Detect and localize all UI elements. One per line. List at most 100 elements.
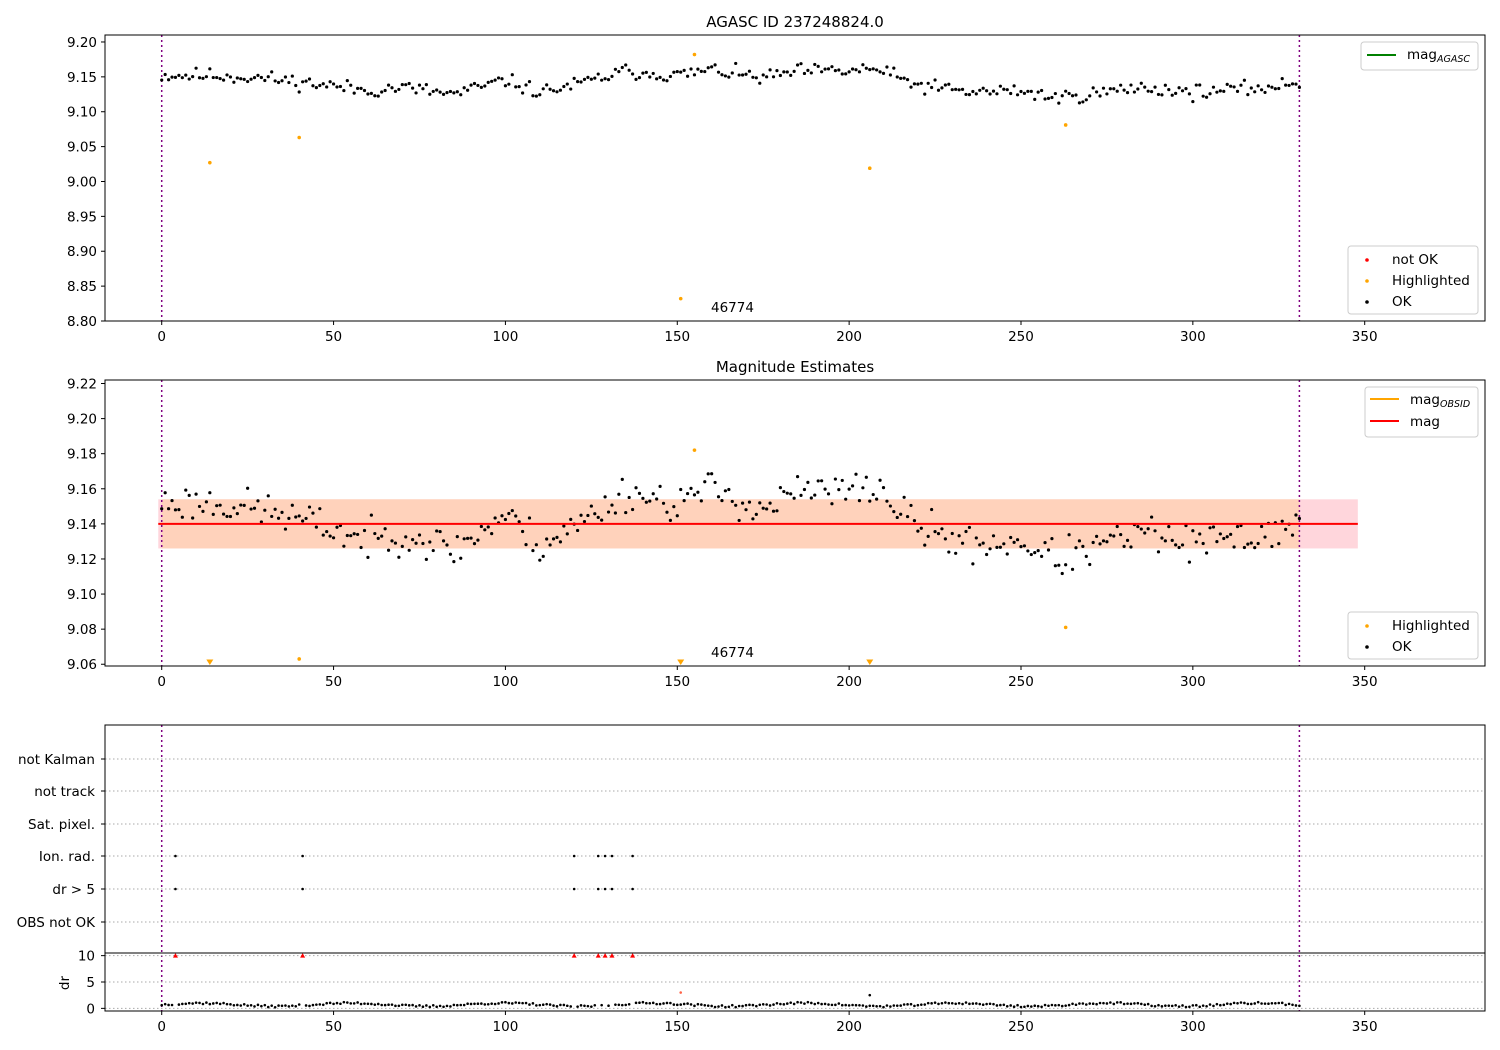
ok-point-1-182	[785, 70, 789, 74]
ok-point-2-33	[273, 507, 277, 511]
ok-point-1-179	[775, 69, 779, 73]
ok-point-2-237	[974, 536, 978, 540]
ok-point-2-34	[276, 516, 281, 520]
ok-point-2-131	[610, 503, 614, 507]
ok-point-1-55	[349, 83, 353, 87]
dr-point-321	[1263, 1002, 1267, 1005]
ok-point-1-158	[703, 69, 707, 74]
ok-point-1-95	[486, 80, 490, 84]
ok-point-2-143	[651, 492, 655, 496]
dr-point-2	[167, 1003, 170, 1007]
ok-point-2-109	[534, 543, 538, 547]
svg-text:magOBSID: magOBSID	[1410, 392, 1470, 410]
dr-point-14	[208, 1002, 212, 1006]
ok-point-1-38	[290, 74, 294, 78]
ok-point-2-115	[555, 535, 559, 539]
ok-point-2-203	[857, 499, 862, 503]
ok-point-1-278	[1115, 89, 1119, 93]
dr-point-220	[916, 1003, 920, 1007]
ok-point-2-83	[445, 543, 449, 547]
ok-point-1-302	[1198, 83, 1202, 87]
dr-point-95	[486, 1002, 490, 1006]
ok-point-1-304	[1204, 95, 1209, 99]
magnitude-panel: 9.06 9.08 9.10 9.12 9.14 9.16 9.18 9.20 9.22 0 50…	[67, 358, 1486, 690]
dr-point-88	[462, 1003, 466, 1007]
ok-point-2-193	[823, 487, 827, 491]
ok-point-1-139	[637, 76, 642, 80]
y-tick-label-2-4: 9.14	[67, 517, 97, 533]
ok-point-2-16	[215, 504, 219, 508]
ok-point-1-326	[1280, 77, 1284, 81]
dr-point-96	[490, 1002, 493, 1005]
dr-clipped-marker-2	[571, 953, 577, 958]
ok-point-2-280	[1122, 544, 1126, 548]
dr-point-316	[1246, 1002, 1250, 1006]
dr-point-280	[1122, 1002, 1126, 1006]
ok-point-2-93	[479, 524, 483, 529]
ok-point-1-222	[923, 92, 927, 96]
dr-clipped-marker-4	[602, 953, 608, 958]
ok-point-1-103	[514, 85, 518, 89]
flag-point-1-0	[174, 887, 177, 891]
dr-point-241	[988, 1002, 992, 1006]
ok-point-2-103	[514, 514, 518, 518]
ok-point-1-35	[280, 79, 284, 83]
ok-point-2-24	[242, 503, 246, 507]
ok-point-1-220	[916, 82, 920, 86]
ok-point-2-4	[173, 508, 178, 512]
dr-ylabel: dr	[57, 975, 73, 990]
dr-point-51	[335, 1001, 339, 1005]
ok-point-2-252	[1026, 549, 1030, 553]
ok-point-1-257	[1043, 97, 1047, 101]
dr-point-228	[944, 1001, 947, 1004]
ok-point-2-241	[988, 547, 992, 551]
dr-point-177	[768, 1004, 772, 1007]
legend-ok-label-2: OK	[1392, 639, 1413, 655]
dr-point-253	[1030, 1005, 1033, 1008]
ok-point-2-242	[991, 534, 996, 538]
ok-point-2-6	[180, 515, 184, 519]
ok-point-1-248	[1012, 84, 1016, 88]
ok-point-2-30	[263, 508, 267, 512]
ok-point-1-266	[1074, 93, 1078, 97]
dr-point-132	[614, 1003, 617, 1006]
ok-point-2-69	[397, 555, 401, 559]
ok-point-2-174	[758, 501, 762, 505]
ok-point-2-275	[1105, 540, 1109, 544]
highlighted-point-1-1	[297, 135, 301, 140]
ok-point-1-66	[386, 83, 391, 87]
dr-point-306	[1212, 1004, 1215, 1008]
ok-point-1-108	[531, 94, 535, 98]
ok-point-2-23	[239, 503, 243, 507]
dr-point-109	[535, 1004, 538, 1007]
flag-row-label-4: dr > 5	[52, 882, 95, 898]
ok-point-1-297	[1180, 89, 1185, 93]
dr-tick-label-0: 0	[86, 1001, 95, 1017]
ok-point-1-188	[806, 68, 810, 72]
ok-point-1-186	[799, 62, 803, 66]
dr-point-204	[861, 1004, 865, 1007]
ok-point-1-315	[1242, 78, 1247, 82]
ok-point-1-294	[1170, 93, 1174, 97]
ok-point-2-62	[373, 531, 377, 536]
ok-point-1-214	[895, 75, 899, 79]
ok-point-1-41	[301, 80, 305, 84]
agasc-x-ticks: 0 50 100 150 200 250 300 350	[157, 321, 1378, 345]
dr-point-279	[1119, 1001, 1122, 1004]
flag-point-0-2	[572, 854, 576, 858]
ok-point-2-183	[789, 492, 793, 496]
ok-point-2-215	[899, 512, 903, 516]
ok-point-2-28	[256, 499, 260, 503]
ok-point-1-178	[771, 75, 776, 79]
ok-point-2-105	[521, 529, 525, 534]
dr-point-176	[765, 1003, 768, 1006]
ok-point-1-119	[569, 87, 573, 91]
ok-point-2-197	[837, 488, 841, 492]
ok-point-1-143	[651, 71, 655, 76]
dr-point-151	[679, 1003, 683, 1006]
dr-point-255	[1036, 1004, 1040, 1008]
ok-point-1-177	[768, 68, 772, 72]
dr-y-ticks: 0 5 10	[78, 949, 1485, 1017]
x-tick-label-3-7: 350	[1352, 1019, 1378, 1035]
ok-point-1-156	[696, 67, 700, 71]
